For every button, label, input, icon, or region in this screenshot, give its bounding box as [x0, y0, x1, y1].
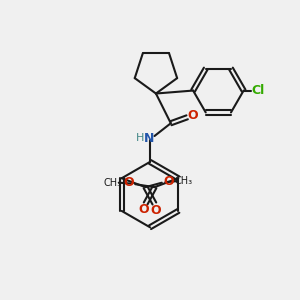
- Text: CH₃: CH₃: [174, 176, 192, 186]
- Text: O: O: [188, 109, 198, 122]
- Text: O: O: [151, 203, 161, 217]
- Text: O: O: [139, 203, 149, 216]
- Text: N: N: [144, 132, 154, 145]
- Text: CH₃: CH₃: [104, 178, 122, 188]
- Text: O: O: [123, 176, 134, 189]
- Text: Cl: Cl: [252, 84, 265, 97]
- Text: O: O: [163, 175, 174, 188]
- Text: H: H: [136, 133, 145, 143]
